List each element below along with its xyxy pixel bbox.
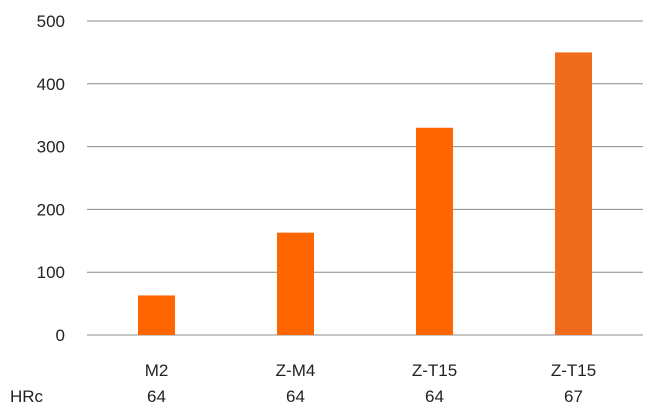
bar-4 xyxy=(555,52,592,336)
hrc-row: HRc 64 64 64 67 xyxy=(10,387,583,405)
bars xyxy=(138,52,592,336)
bar-2 xyxy=(277,232,314,335)
x-category-label: Z-M4 xyxy=(276,361,316,380)
y-tick-label: 0 xyxy=(56,326,65,345)
gridlines xyxy=(87,20,643,336)
hrc-value: 64 xyxy=(147,387,166,405)
y-tick-label: 500 xyxy=(37,12,65,31)
x-category-label: M2 xyxy=(145,361,169,380)
x-category-label: Z-T15 xyxy=(551,361,596,380)
hrc-row-label: HRc xyxy=(10,387,44,405)
y-tick-label: 100 xyxy=(37,263,65,282)
x-axis-category-labels: M2 Z-M4 Z-T15 Z-T15 xyxy=(145,361,596,380)
hrc-value: 64 xyxy=(425,387,444,405)
hrc-value: 67 xyxy=(564,387,583,405)
y-tick-label: 400 xyxy=(37,75,65,94)
bar-3 xyxy=(416,127,453,335)
y-axis-tick-labels: 0 100 200 300 400 500 xyxy=(37,12,65,345)
y-tick-label: 200 xyxy=(37,200,65,219)
bar-1 xyxy=(138,295,175,335)
x-category-label: Z-T15 xyxy=(412,361,457,380)
hrc-value: 64 xyxy=(286,387,305,405)
y-tick-label: 300 xyxy=(37,138,65,157)
